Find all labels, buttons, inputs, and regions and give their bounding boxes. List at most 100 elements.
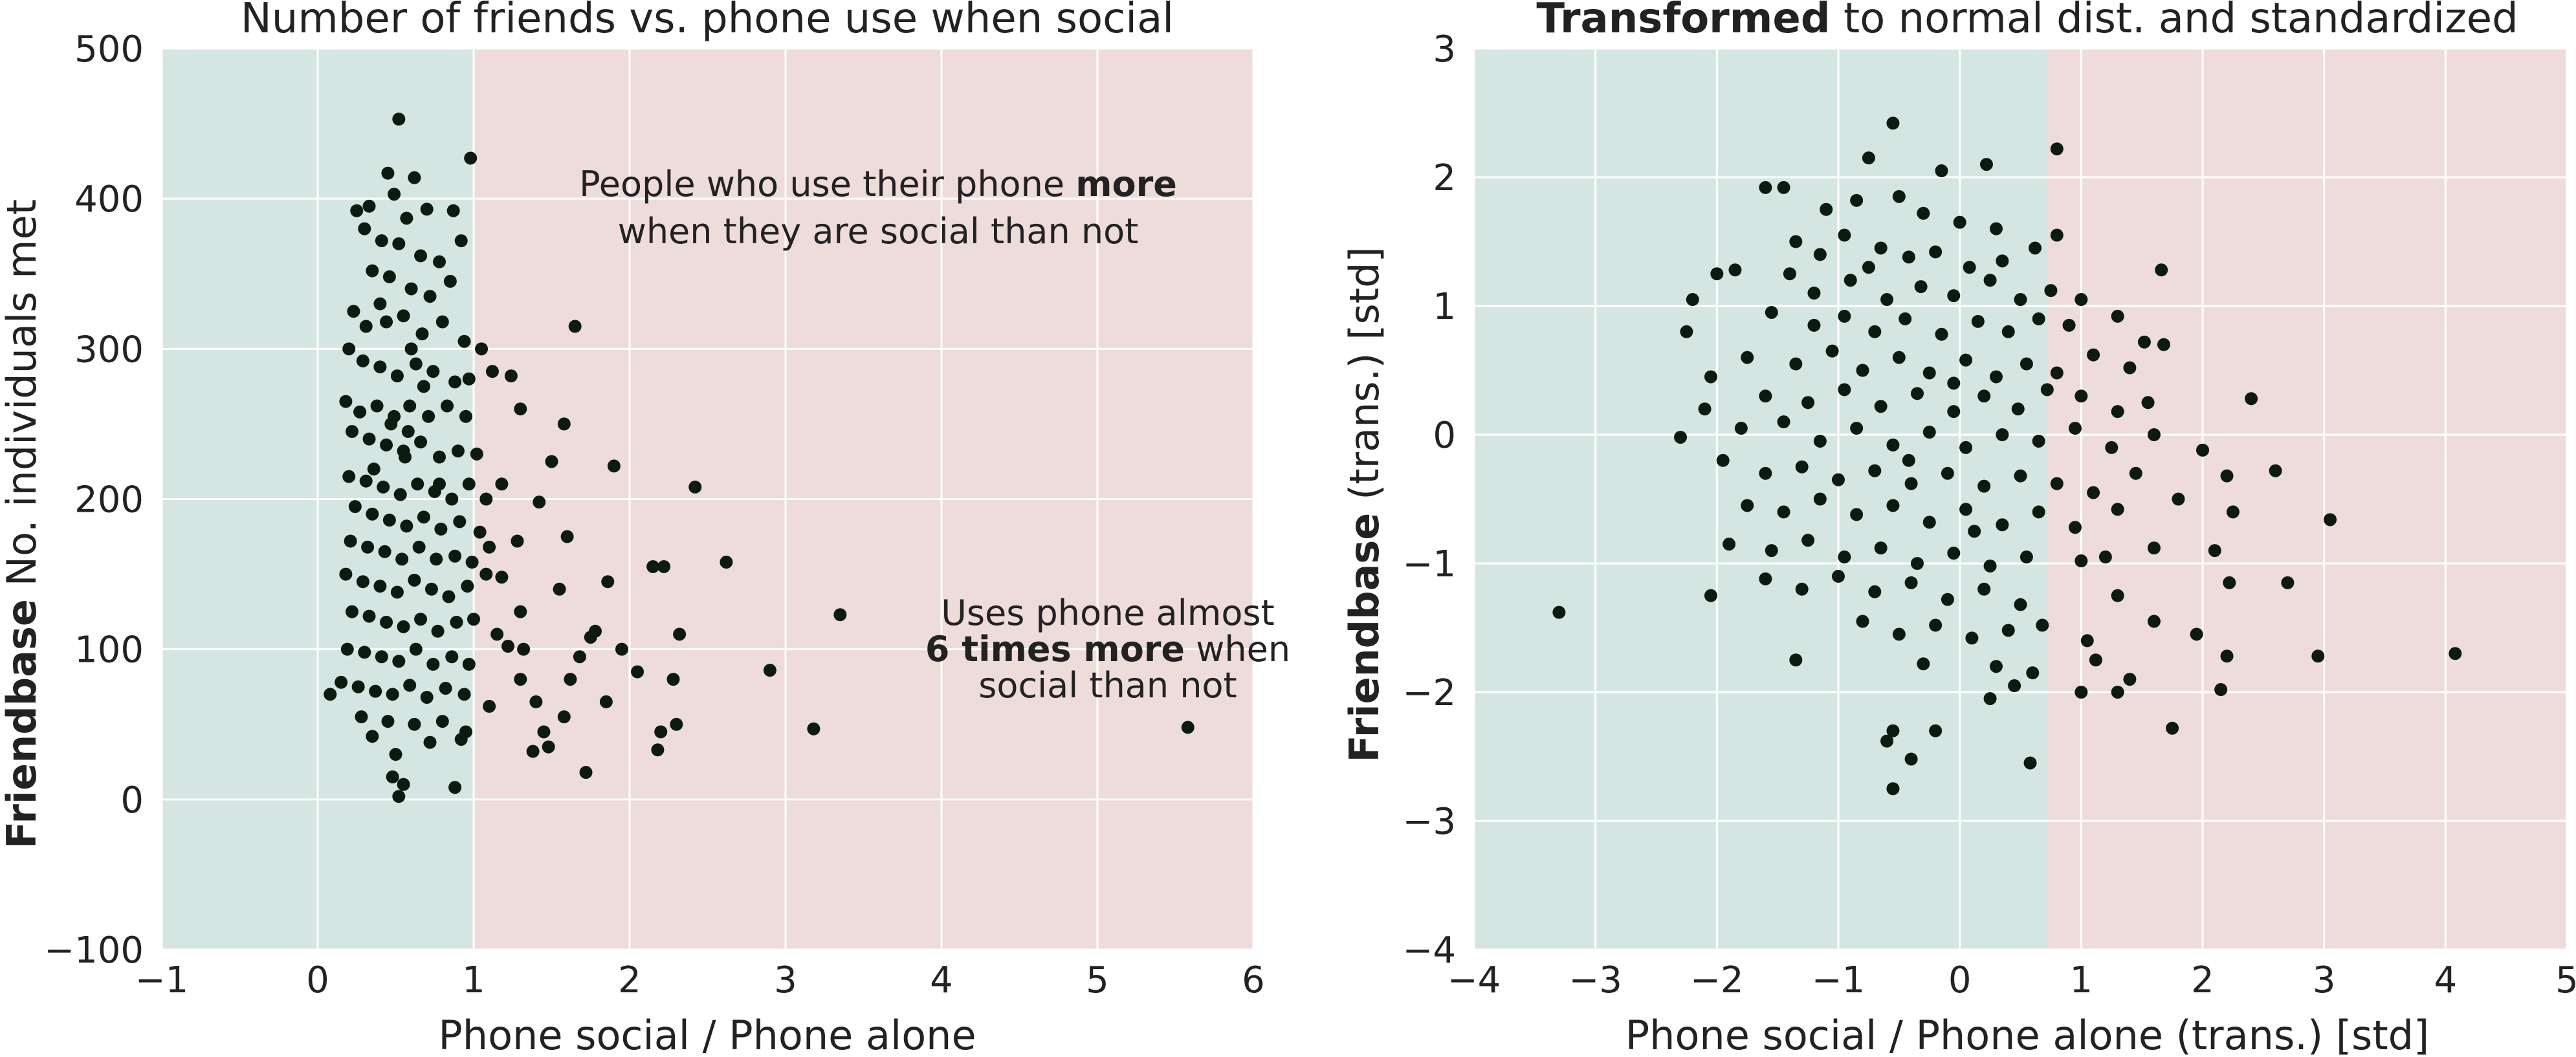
chart-left-data-point [557,417,571,431]
chart-left-data-point [450,615,463,629]
chart-right-data-point [1820,202,1833,216]
chart-right-data-point [2001,325,2015,338]
chart-right-data-point [1759,180,1772,194]
chart-right-data-point [1880,734,1894,748]
chart-right-data-point [1795,582,1809,596]
chart-left-data-point [560,530,574,543]
chart-right-x-tick-label: −1 [1812,959,1866,1001]
chart-right-data-point [1902,250,1915,264]
chart-left-data-point [537,725,551,739]
chart-right-data-point [1917,206,1930,220]
chart-right-y-axis-label-rest: (trans.) [std] [1341,246,1388,512]
chart-right-data-point [1922,366,1936,380]
chart-right-data-point [2050,142,2064,156]
chart-right-data-point [1904,477,1918,490]
chart-right-data-point [1704,370,1717,384]
chart-left-data-point [415,327,429,341]
chart-left-data-point [373,297,387,311]
chart-left-data-point [432,255,446,268]
chart-left-data-point [404,342,418,356]
chart-left-data-point [501,640,515,653]
chart-left-data-point [382,514,396,527]
chart-right-x-tick-label: −2 [1690,959,1744,1001]
chart-left-data-point [475,342,489,356]
chart-left-data-point [390,369,404,383]
chart-left-y-tick-label: −100 [44,930,144,972]
chart-left-data-point [601,575,615,589]
chart-left-data-point [380,315,393,329]
chart-right-data-point [1886,782,1900,796]
chart-left-data-point [382,270,396,283]
chart-left-data-point [564,673,577,686]
chart-left-data-point [397,620,410,633]
chart-left-data-point [490,627,504,641]
chart-right-data-point [1929,245,1943,259]
chart-right-y-tick-labels: −4 −3 −2 −1 0 1 2 3 [1402,28,1456,972]
chart-right-data-point [1910,557,1924,570]
chart-right-data-point [1759,572,1772,585]
chart-left-data-point [342,342,356,356]
chart-left-data-point [423,736,437,749]
chart-right-data-point [1832,473,1845,486]
annotation-lower-line1: Uses phone almost [941,593,1274,633]
chart-left-data-point [651,743,665,757]
chart-right-data-point [2269,464,2282,477]
chart-left-x-tick-label: 4 [930,959,953,1001]
chart-right-y-tick-label: −4 [1402,930,1456,972]
chart-right-y-axis-label-bold: Friendbase [1341,513,1388,763]
chart-right-data-point [2026,666,2040,680]
chart-left-data-point [409,642,423,656]
chart-left-data-point [495,571,509,584]
chart-right-data-point [1959,441,1973,454]
chart-right-data-point [1723,538,1736,551]
chart-right-data-point [2032,312,2045,325]
chart-left-data-point [370,399,384,413]
chart-left-data-point [465,556,479,569]
chart-right-data-point [2032,505,2045,519]
chart-left-data-point [350,204,364,217]
chart-right-data-point [1996,428,2009,441]
chart-left-data-point [526,745,540,758]
chart-left-data-point [479,567,493,581]
annotation-upper-line1-text: People who use their phone [579,164,1075,204]
chart-right-data-point [2087,348,2100,362]
chart-right-data-point [1868,325,1882,338]
chart-left-data-point [384,417,398,431]
chart-right-data-point [2032,434,2045,448]
chart-right-data-point [1777,505,1790,519]
chart-right-data-point [1686,293,1699,307]
chart-left-data-point [459,409,472,423]
chart-left-data-point [479,492,493,506]
chart-right-data-point [1741,499,1754,512]
chart-right-data-point [1979,158,1993,171]
chart-left-data-point [517,642,531,656]
chart-left-data-point [388,188,401,201]
chart-right-data-point [1935,327,1948,341]
chart-left-data-point [483,540,496,554]
chart-left-data-point [439,682,452,695]
chart-right-data-point [2147,541,2161,555]
chart-left-data-point [462,372,476,386]
chart-right-data-point [1929,724,1943,737]
chart-right-data-point [1838,550,1851,564]
chart-right-data-point [1710,267,1724,281]
chart-left-data-point [467,613,480,626]
chart-left-data-point [373,360,387,374]
chart-right-data-point [1765,305,1778,319]
chart-left-data-point [366,264,379,278]
chart-right-data-point [1765,544,1778,558]
chart-left-x-axis-label: Phone social / Phone alone [438,1012,976,1057]
chart-left-y-axis-label-bold: Friendbase [0,599,45,849]
chart-left-data-point [462,657,476,671]
chart-left-data-point [673,627,687,641]
chart-right-data-point [1680,325,1693,338]
chart-left-data-point [403,679,417,692]
chart-right-data-point [2324,513,2337,527]
chart-right-data-point [2223,576,2236,589]
chart-right-data-point [1947,289,1961,303]
chart-left-data-point [483,699,496,713]
chart-right-data-point [2147,615,2161,628]
chart-right-data-point [2220,649,2234,663]
chart-right-x-axis-label: Phone social / Phone alone (trans.) [std… [1625,1012,2429,1057]
chart-right-x-tick-label: 4 [2434,959,2458,1001]
